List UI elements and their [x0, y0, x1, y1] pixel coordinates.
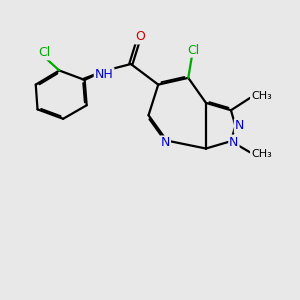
- Text: N: N: [235, 119, 244, 132]
- Text: N: N: [160, 136, 170, 149]
- Text: CH₃: CH₃: [251, 92, 272, 101]
- Text: Cl: Cl: [187, 44, 200, 57]
- Text: O: O: [135, 30, 145, 44]
- Text: Cl: Cl: [38, 46, 51, 59]
- Text: NH: NH: [95, 68, 113, 81]
- Text: CH₃: CH₃: [251, 149, 272, 159]
- Text: N: N: [229, 136, 239, 148]
